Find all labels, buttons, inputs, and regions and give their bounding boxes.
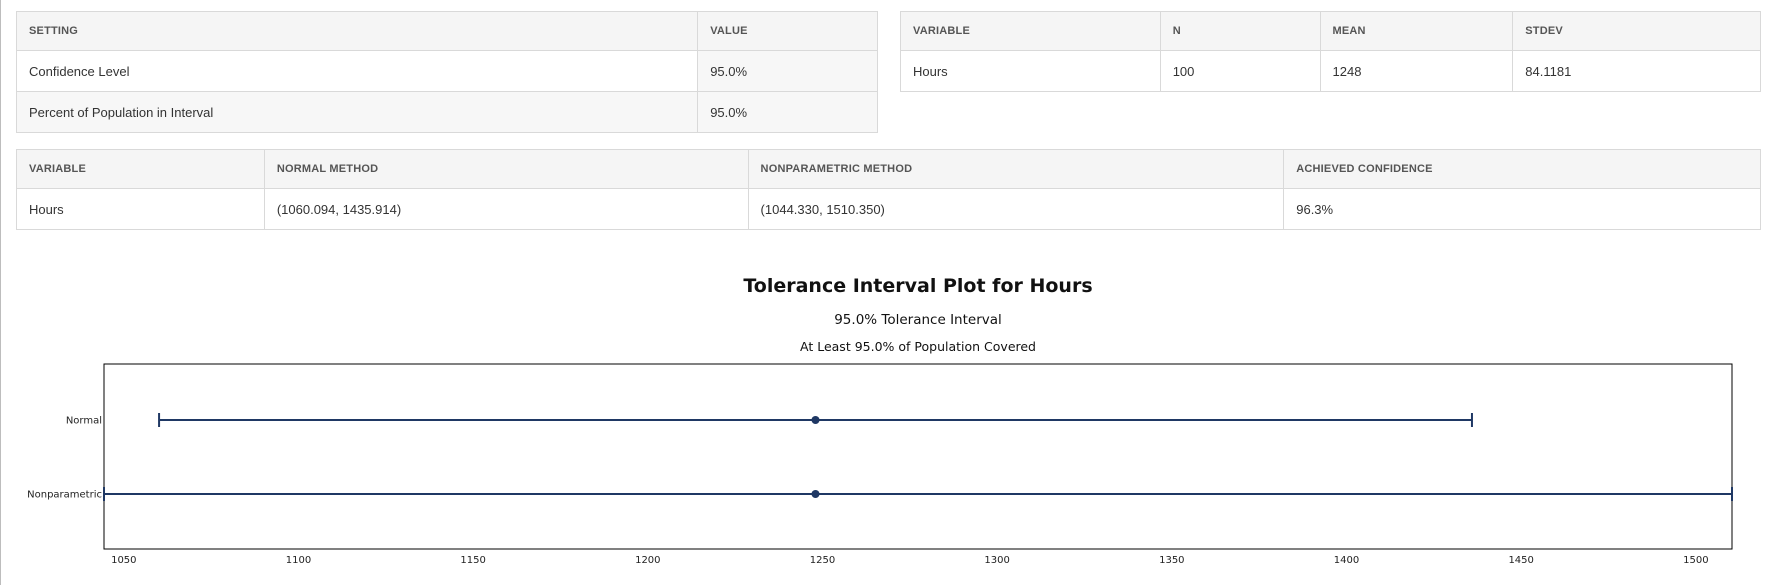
- category-label: Normal: [66, 416, 102, 427]
- setting-name-cell: Percent of Population in Interval: [15, 91, 699, 133]
- x-tick-label: 1400: [1334, 555, 1359, 566]
- n-cell: 100: [1159, 50, 1321, 92]
- stdev-cell: 84.1181: [1512, 50, 1761, 92]
- statistics-table: VARIABLE N MEAN STDEV Hours 100 1248 84.…: [900, 11, 1761, 92]
- chart-title: Tolerance Interval Plot for Hours: [743, 275, 1092, 297]
- x-tick-label: 1450: [1508, 555, 1533, 566]
- table-row: Hours (1060.094, 1435.914) (1044.330, 15…: [16, 188, 1761, 230]
- variable-cell: Hours: [16, 188, 265, 230]
- table-row: Hours 100 1248 84.1181: [900, 50, 1761, 92]
- x-tick-label: 1200: [635, 555, 660, 566]
- x-tick-label: 1300: [984, 555, 1009, 566]
- x-tick-label: 1050: [111, 555, 136, 566]
- category-label: Nonparametric: [27, 490, 102, 501]
- table-row: Percent of Population in Interval 95.0%: [15, 91, 878, 133]
- achieved-confidence-cell: 96.3%: [1283, 188, 1761, 230]
- mean-cell: 1248: [1319, 50, 1514, 92]
- left-border: [0, 0, 1, 585]
- interval-series: [103, 413, 1733, 501]
- setting-value-cell: 95.0%: [697, 50, 878, 92]
- tolerance-intervals-table: VARIABLE NORMAL METHOD NONPARAMETRIC MET…: [16, 149, 1761, 230]
- x-tick-label: 1100: [286, 555, 311, 566]
- setting-value-cell: 95.0%: [697, 91, 878, 133]
- y-axis: Normal Nonparametric: [27, 416, 102, 501]
- variable-cell: Hours: [900, 50, 1161, 92]
- column-header-nonparametric-method: NONPARAMETRIC METHOD: [747, 149, 1285, 189]
- x-tick-label: 1150: [460, 555, 485, 566]
- settings-table: SETTING VALUE Confidence Level 95.0% Per…: [15, 11, 878, 133]
- normal-method-cell: (1060.094, 1435.914): [263, 188, 749, 230]
- column-header-variable: VARIABLE: [900, 11, 1161, 51]
- nonparametric-method-cell: (1044.330, 1510.350): [747, 188, 1285, 230]
- x-axis: 1050 1100 1150 1200 1250 1300 1350 1400 1450 1500: [111, 555, 1708, 566]
- table-header-row: VARIABLE N MEAN STDEV: [900, 11, 1761, 51]
- plot-frame: [103, 363, 1733, 550]
- table-row: Confidence Level 95.0%: [15, 50, 878, 92]
- setting-name-cell: Confidence Level: [15, 50, 699, 92]
- x-tick-label: 1250: [810, 555, 835, 566]
- table-header-row: SETTING VALUE: [15, 11, 878, 51]
- chart-subtitle-coverage: At Least 95.0% of Population Covered: [800, 339, 1036, 354]
- column-header-setting: SETTING: [15, 11, 699, 51]
- column-header-achieved-confidence: ACHIEVED CONFIDENCE: [1283, 149, 1761, 189]
- column-header-mean: MEAN: [1319, 11, 1514, 51]
- column-header-stdev: STDEV: [1512, 11, 1761, 51]
- table-header-row: VARIABLE NORMAL METHOD NONPARAMETRIC MET…: [16, 149, 1761, 189]
- chart-subtitle: 95.0% Tolerance Interval: [834, 312, 1002, 328]
- column-header-value: VALUE: [697, 11, 878, 51]
- tolerance-interval-plot: Tolerance Interval Plot for Hours 95.0% …: [27, 275, 1733, 566]
- column-header-n: N: [1159, 11, 1321, 51]
- x-tick-label: 1350: [1159, 555, 1184, 566]
- center-point: [811, 416, 820, 424]
- column-header-normal-method: NORMAL METHOD: [263, 149, 749, 189]
- center-point: [811, 490, 820, 498]
- column-header-variable: VARIABLE: [16, 149, 265, 189]
- x-tick-label: 1500: [1683, 555, 1708, 566]
